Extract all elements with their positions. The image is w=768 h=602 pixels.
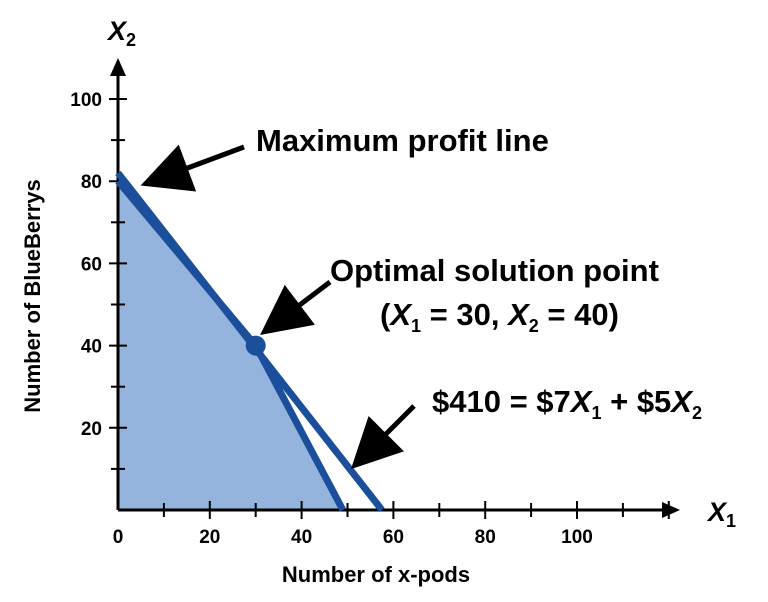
y-axis-title: Number of BlueBerrys — [20, 179, 45, 413]
feasible-region-layer — [118, 181, 343, 510]
x-tick-label: 0 — [113, 527, 124, 548]
y-tick-label: 20 — [81, 419, 102, 440]
x-tick-label: 20 — [199, 527, 220, 548]
optimal-solution-point — [245, 335, 266, 356]
iso-profit-equation: $410 = $7X1 + $5X2 — [432, 384, 702, 423]
x-tick-label: 40 — [291, 527, 312, 548]
feasible-region — [118, 181, 343, 510]
x-tick-label: 80 — [475, 527, 496, 548]
y-tick-label: 40 — [81, 337, 102, 358]
x-axis-arrowhead — [662, 502, 680, 518]
x-axis-variable: X1 — [706, 497, 736, 531]
max-profit-label: Maximum profit line — [256, 123, 549, 158]
optimal-point-arrow — [260, 280, 332, 336]
y-tick-label: 100 — [70, 90, 102, 111]
y-axis-variable: X2 — [106, 16, 136, 50]
x-axis-title: Number of x-pods — [282, 562, 470, 587]
x-tick-label: 60 — [383, 527, 404, 548]
constraint-lines — [115, 170, 385, 513]
optimal-point-coords: (X1 = 30, X2 = 40) — [380, 297, 619, 336]
x-tick-label: 100 — [561, 527, 593, 548]
axes — [109, 58, 680, 519]
y-tick-label: 80 — [81, 172, 102, 193]
equation-arrow — [350, 404, 416, 470]
max-profit-arrow — [140, 144, 245, 192]
optimal-point-title: Optimal solution point — [330, 253, 659, 288]
y-tick-label: 60 — [81, 254, 102, 275]
y-axis-arrowhead — [110, 58, 126, 76]
tick-labels: 0 20 40 60 80 100 20 40 60 80 100 — [70, 90, 593, 548]
